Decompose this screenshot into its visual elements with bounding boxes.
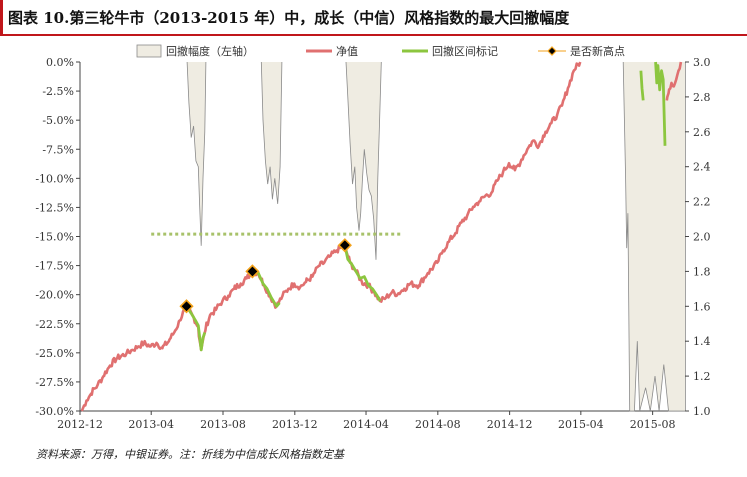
title-divider [0,34,747,36]
right-tick-label: 2.4 [693,161,711,174]
nav-line-path [80,61,582,412]
right-tick-label: 2.2 [693,196,711,209]
x-tick-label: 2013-08 [200,418,246,431]
drawdown-area [186,61,685,412]
left-tick-label: -7.5% [42,143,74,156]
drawdown-area-outline [622,61,685,412]
drawdown-mark-segment [639,70,645,101]
drawdown-area-outline [345,61,382,260]
left-tick-label: -2.5% [42,85,74,98]
figure-title-bar: 图表 10.第三轮牛市（2013-2015 年）中，成长（中信）风格指数的最大回… [0,0,747,40]
x-tick-label: 2014-04 [343,418,389,431]
drawdown-mark-segment [252,270,281,308]
left-tick-label: 0.0% [46,56,74,69]
left-tick-label: -5.0% [42,114,74,127]
legend-label-marks: 回撤区间标记 [432,44,498,58]
title-accent-marker [0,0,3,34]
left-tick-label: -20.0% [35,289,74,302]
legend-swatch-drawdown [136,44,162,58]
nav-tail-path [665,61,683,101]
new-high-marker [337,238,352,253]
x-tick-label: 2012-12 [57,418,103,431]
figure-title: 图表 10.第三轮牛市（2013-2015 年）中，成长（中信）风格指数的最大回… [8,9,570,27]
new-high-marker [245,264,260,279]
right-tick-label: 2.8 [693,91,711,104]
drawdown-area-fill [346,62,382,260]
drawdown-chart: 0.0% -2.5% -5.0% -7.5% -10.0% -12.5% -15.0% -17… [35,44,710,431]
right-tick-label: 3.0 [693,56,711,69]
x-tick-label: 2013-04 [128,418,174,431]
left-tick-label: -22.5% [35,318,74,331]
x-tick-label: 2015-08 [630,418,676,431]
legend-label-highs: 是否新高点 [570,44,625,58]
legend-label-nav: 净值 [336,44,358,58]
x-tick-label: 2014-12 [487,418,533,431]
right-tick-label: 2.0 [693,231,711,244]
new-high-markers [179,238,352,314]
drawdown-mark-segment [654,61,667,146]
drawdown-mark-segment [343,244,382,302]
drawdown-area-fill [187,62,206,246]
x-tick-label: 2014-08 [415,418,461,431]
legend-swatch-highs-marker [547,46,557,56]
axes: 0.0% -2.5% -5.0% -7.5% -10.0% -12.5% -15.0% -17… [35,56,710,431]
left-tick-label: -25.0% [35,347,74,360]
right-tick-label: 1.4 [693,335,711,348]
left-tick-label: -27.5% [35,376,74,389]
legend: 回撤幅度（左轴） 净值 回撤区间标记 是否新高点 [136,44,625,58]
left-tick-label: -15.0% [35,231,74,244]
right-tick-label: 1.8 [693,265,711,278]
left-tick-label: -12.5% [35,201,74,214]
left-tick-label: -17.5% [35,260,74,273]
left-tick-label: -10.0% [35,172,74,185]
source-note: 资料来源：万得，中银证券。注：折线为中信成长风格指数定基 [36,448,344,461]
drawdown-area-outline [260,61,283,204]
legend-label-drawdown: 回撤幅度（左轴） [166,44,254,58]
drawdown-mark-segment [185,305,207,352]
drawdown-area-outline [186,61,207,246]
right-tick-label: 1.0 [693,405,711,418]
left-tick-label: -30.0% [35,405,74,418]
right-tick-label: 1.6 [693,300,711,313]
x-tick-label: 2015-04 [558,418,604,431]
right-tick-label: 1.2 [693,370,711,383]
drawdown-area-fill [623,62,685,411]
new-high-marker [179,299,194,314]
drawdown-marks [185,61,667,352]
nav-line [80,61,683,412]
right-tick-label: 2.6 [693,126,711,139]
x-tick-label: 2013-12 [272,418,318,431]
